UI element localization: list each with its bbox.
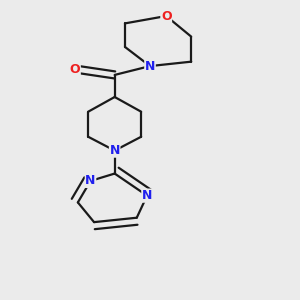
Text: N: N [85, 174, 96, 188]
Text: N: N [145, 60, 155, 73]
Text: N: N [110, 144, 120, 157]
Text: N: N [142, 189, 152, 202]
Text: O: O [70, 62, 80, 76]
Text: O: O [161, 10, 172, 22]
